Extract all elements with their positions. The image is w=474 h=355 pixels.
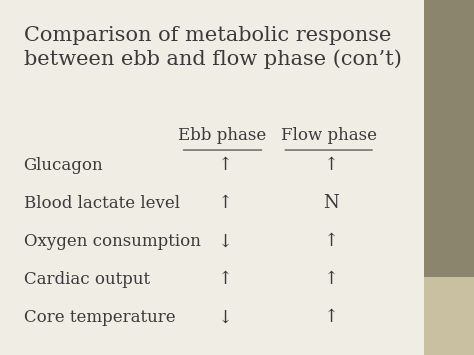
Text: ↓: ↓ — [217, 308, 232, 326]
Text: Cardiac output: Cardiac output — [24, 271, 150, 288]
Text: ↑: ↑ — [217, 270, 232, 288]
Text: ↑: ↑ — [323, 308, 338, 326]
Text: Comparison of metabolic response
between ebb and flow phase (con’t): Comparison of metabolic response between… — [24, 26, 401, 70]
Text: ↑: ↑ — [217, 156, 232, 174]
Text: ↑: ↑ — [323, 270, 338, 288]
Text: Ebb phase: Ebb phase — [178, 127, 267, 144]
Text: ↑: ↑ — [323, 232, 338, 250]
Text: ↑: ↑ — [323, 156, 338, 174]
Text: Flow phase: Flow phase — [281, 127, 377, 144]
Text: ↑: ↑ — [217, 194, 232, 212]
Text: Glucagon: Glucagon — [24, 157, 103, 174]
Text: Core temperature: Core temperature — [24, 309, 175, 326]
Text: Oxygen consumption: Oxygen consumption — [24, 233, 201, 250]
Text: N: N — [323, 194, 339, 212]
Text: ↓: ↓ — [217, 232, 232, 250]
Text: Blood lactate level: Blood lactate level — [24, 195, 180, 212]
